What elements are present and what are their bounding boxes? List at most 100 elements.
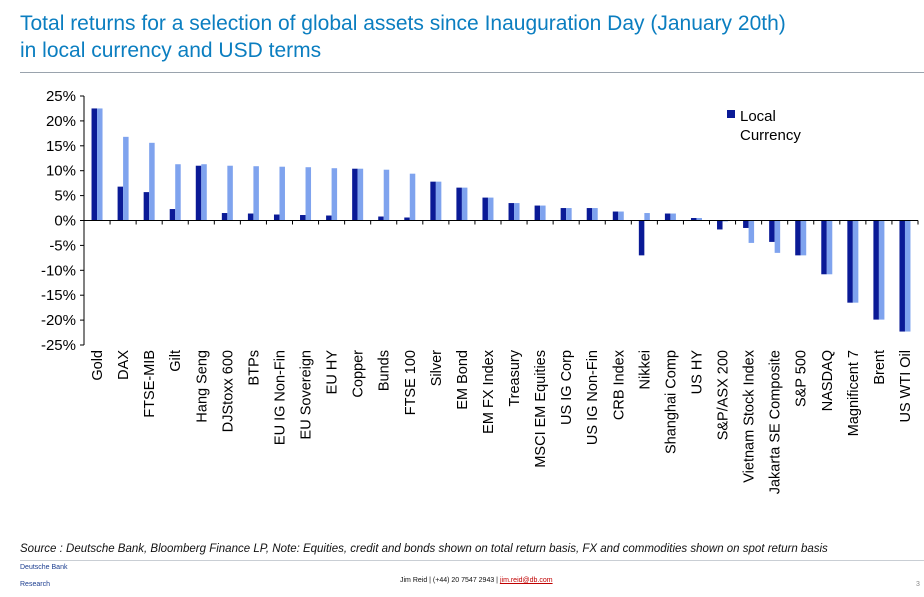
bar-local [795,220,801,256]
legend-swatch-local [727,110,735,118]
bar-usd [123,136,129,221]
x-tick-label: Silver [429,350,445,386]
bar-usd [826,220,833,275]
bar-local [378,216,384,221]
x-tick-label: Hang Seng [194,350,210,423]
bar-usd [487,197,494,221]
bar-local [352,168,358,221]
bar-usd [201,164,207,221]
x-tick-label: Gilt [168,350,184,372]
bar-usd [904,220,911,332]
x-tick-label: S&P 500 [794,350,810,407]
bar-local [612,211,619,221]
bar-usd [175,164,181,221]
bar-local [117,186,124,221]
bar-local [821,220,827,275]
bar-local [717,220,723,230]
x-tick-label: US HY [689,350,705,395]
x-tick-label: Vietnam Stock Index [742,349,758,482]
x-tick-label: FTSE 100 [403,350,419,415]
x-tick-label: Magnificent 7 [846,350,862,436]
x-tick-label: Brent [872,350,888,385]
bar-local [221,213,228,221]
bar-local [326,215,332,221]
y-tick-label: 25% [46,88,76,105]
bar-local [873,220,879,320]
title-line-2: in local currency and USD terms [20,39,322,62]
x-tick-label: BTPs [246,350,262,385]
x-tick-label: EM Bond [455,350,471,410]
bar-usd [670,213,676,221]
y-tick-label: -15% [41,287,76,304]
bar-usd [800,220,807,256]
footer-contact-text: Jim Reid | (+44) 20 7547 2943 | [400,577,498,584]
bar-local [456,187,462,221]
bar-usd [97,108,103,221]
bar-usd [618,211,624,221]
bar-local [300,215,306,221]
bar-usd [696,218,702,221]
x-tick-label: S&P/ASX 200 [716,350,732,440]
bar-usd [331,168,338,221]
footer-email-link[interactable]: jim.reid@db.com [499,577,553,584]
bar-usd [253,166,259,221]
x-tick-label: FTSE-MIB [142,350,158,418]
bar-local [143,192,150,221]
bar-usd [435,181,442,221]
bar-usd [279,166,285,221]
footer-division: Research [20,581,50,588]
bar-usd [305,167,312,221]
x-tick-label: EU HY [325,350,341,395]
bar-local [560,208,567,221]
page-number: 3 [916,581,920,588]
bar-usd [748,220,755,243]
y-tick-label: 20% [46,113,76,130]
x-tick-label: Nikkei [637,350,653,389]
x-tick-label: DAX [116,350,132,380]
bar-local [534,205,541,221]
x-tick-label: US IG Corp [559,350,575,425]
bar-local [273,214,280,221]
bar-local [169,209,176,221]
bar-local [404,217,410,221]
bar-usd [461,187,468,221]
bar-local [638,220,645,256]
bar-local [847,220,853,303]
bar-usd [774,220,781,253]
source-note: Source : Deutsche Bank, Bloomberg Financ… [20,543,828,555]
x-tick-label: Jakarta SE Composite [768,350,784,494]
bar-usd [540,205,546,221]
bar-usd [852,220,859,303]
y-tick-label: -10% [41,262,76,279]
x-tick-label: EM FX Index [481,349,497,434]
y-tick-label: -5% [49,237,76,254]
x-tick-label: CRB Index [611,349,627,420]
chart-title: Total returns for a selection of global … [20,10,920,64]
x-tick-label: Gold [90,350,106,381]
x-tick-label: Treasury [507,349,523,406]
bar-usd [357,168,364,221]
bar-usd [227,165,233,221]
bar-local [769,220,775,242]
bar-local [586,208,593,221]
bar-chart: 25% 20% 15% 10% 5% 0% -5% -10% -15% -20% -25% Gold… [41,88,919,494]
bar-local [743,220,749,228]
x-tick-label: EU IG Non-Fin [272,350,288,445]
x-tick-label: US WTI Oil [898,350,914,423]
x-tick-label: NASDAQ [820,350,836,411]
y-tick-label: -25% [41,337,76,354]
bar-usd [644,213,650,221]
footer-brand: Deutsche Bank [20,564,68,571]
bar-local [508,203,515,221]
x-tick-label: Bunds [377,350,393,391]
x-tick-label: US IG Non-Fin [585,350,601,445]
bar-local [482,197,488,221]
x-tick-label: Copper [351,350,367,398]
bar-local [195,165,202,221]
title-line-1: Total returns for a selection of global … [20,12,786,35]
y-tick-label: 15% [46,138,76,155]
title-divider [20,72,924,73]
bar-usd [878,220,885,320]
bar-local [247,213,254,221]
y-tick-label: -20% [41,312,76,329]
